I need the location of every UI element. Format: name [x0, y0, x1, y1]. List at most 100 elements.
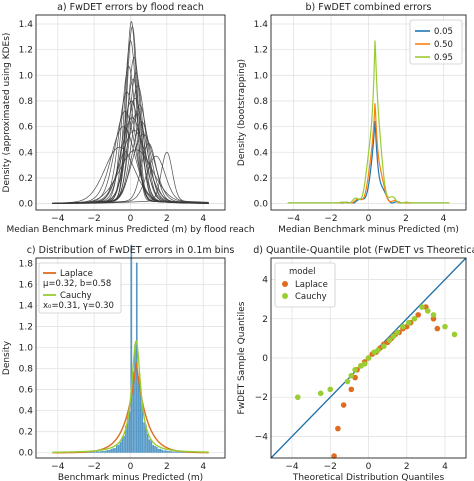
histogram-bar: [137, 376, 140, 453]
panel-b: −4 −2 0 2 4 0.0 0.2 0.4 0.6 0.8 1.0 1.2 1.4 b) FwDET …: [237, 2, 467, 235]
histogram-bar: [165, 450, 167, 453]
y-tick-label: −4: [255, 432, 269, 442]
y-tick-label: 2: [262, 315, 268, 325]
histogram-bar: [170, 451, 173, 453]
qq-point-laplace: [331, 453, 337, 459]
histogram-bar: [110, 448, 113, 453]
legend-label: Laplace: [60, 269, 93, 279]
y-tick-label: 4: [262, 276, 268, 286]
y-tick-label: 0: [262, 354, 268, 364]
histogram-bar: [128, 411, 131, 453]
x-axis-label: Median Benchmark minus Predicted (m): [278, 225, 459, 235]
y-tick-label: 0.6: [254, 123, 269, 133]
legend-box: [38, 262, 122, 314]
histogram-bar: [130, 244, 133, 453]
y-tick-label: 0.0: [254, 200, 269, 210]
qq-point-laplace: [335, 425, 341, 432]
histogram-bar: [148, 439, 151, 453]
y-tick-label: 0.2: [19, 174, 33, 184]
qq-point-cauchy: [317, 390, 324, 397]
histogram-bar: [99, 451, 102, 453]
plot-frame: [35, 257, 226, 459]
histogram-bar: [123, 435, 125, 453]
histogram-bar: [90, 451, 93, 453]
histogram-bar: [132, 371, 134, 453]
cauchy-curve: [52, 339, 209, 453]
x-tick-label: −4: [285, 462, 299, 472]
histogram-bar: [157, 448, 160, 453]
x-tick-label: 4: [441, 214, 447, 224]
y-tick-label: 0.2: [254, 174, 268, 184]
qq-point-cauchy: [365, 355, 372, 361]
histogram-bar: [103, 451, 105, 453]
y-tick-label: 1.4: [19, 20, 34, 30]
histogram-bar: [112, 448, 114, 453]
x-tick-label: −4: [287, 214, 301, 224]
histogram-bar: [172, 451, 174, 453]
x-tick-label: 0: [128, 214, 134, 224]
histogram-bar: [121, 436, 124, 453]
x-tick-label: 2: [164, 214, 170, 224]
legend-label: 0.05: [434, 27, 453, 37]
histogram-bar: [105, 450, 107, 453]
qq-point-cauchy: [419, 304, 425, 310]
x-tick-label: 4: [442, 462, 448, 472]
panel-title: b) FwDET combined errors: [306, 2, 432, 13]
legend-marker: [282, 293, 288, 299]
histogram-bar: [177, 451, 180, 453]
qq-point-cauchy: [386, 337, 393, 344]
histogram-bar: [134, 344, 136, 453]
legend-label: 0.95: [434, 53, 453, 63]
histogram-bar: [161, 449, 164, 453]
qq-point-cauchy: [424, 308, 431, 314]
y-tick-label: 0.0: [19, 449, 34, 459]
x-tick-label: 4: [200, 462, 206, 472]
panel-title: c) Distribution of FwDET errors in 0.1m …: [27, 245, 235, 256]
histogram-bar: [108, 450, 111, 453]
histogram-bar: [145, 424, 147, 453]
histogram-bar: [179, 451, 182, 453]
x-tick-label: −2: [88, 214, 101, 224]
y-axis-label: FwDET Sample Quantiles: [237, 301, 247, 414]
qq-point-cauchy: [411, 315, 418, 322]
plot-frame: [35, 14, 226, 211]
legend-params: μ=0.32, b=0.58: [43, 279, 111, 289]
y-tick-label: 0.8: [254, 97, 269, 107]
y-tick-label: 0.0: [19, 200, 34, 210]
histogram-bar: [114, 447, 116, 453]
x-tick-label: −2: [324, 214, 337, 224]
histogram-bar: [135, 262, 138, 453]
qq-point-cauchy: [348, 372, 355, 379]
series-line-0.95: [287, 40, 450, 204]
plot-frame: [270, 14, 467, 211]
histogram-bar: [152, 444, 154, 453]
qq-point-laplace: [348, 386, 355, 393]
histogram-bar: [154, 446, 156, 453]
histogram-bar: [175, 451, 178, 453]
y-tick-label: 1.0: [254, 71, 269, 81]
histogram-bar: [155, 446, 158, 453]
histogram-bar: [181, 451, 184, 453]
histogram-bar: [125, 425, 127, 453]
y-tick-label: 1.6: [19, 280, 34, 290]
y-tick-label: 0.6: [19, 386, 34, 396]
qq-point-laplace: [415, 312, 422, 318]
y-tick-label: 1.2: [19, 322, 33, 332]
histogram-bar: [94, 451, 96, 453]
histogram-bar: [146, 434, 149, 453]
legend-label: Cauchy: [60, 291, 92, 301]
qq-point-cauchy: [327, 386, 334, 393]
histogram-bar: [143, 422, 145, 453]
qq-point-cauchy: [375, 347, 381, 353]
y-tick-label: 0.4: [254, 148, 269, 158]
x-tick-label: 0: [366, 214, 372, 224]
histogram-bar: [166, 450, 169, 453]
x-tick-label: −2: [324, 462, 337, 472]
qq-point-cauchy: [294, 394, 301, 401]
y-tick-label: 0.4: [19, 148, 34, 158]
histogram-bar: [119, 442, 122, 453]
histogram-bar: [126, 416, 129, 453]
panel-c: −4 −2 0 2 4 0.0 0.2 0.4 0.6 0.8 1.0 1.2 1.4 1.6 1.8 c) …: [2, 244, 235, 481]
legend-title: model: [289, 267, 315, 277]
